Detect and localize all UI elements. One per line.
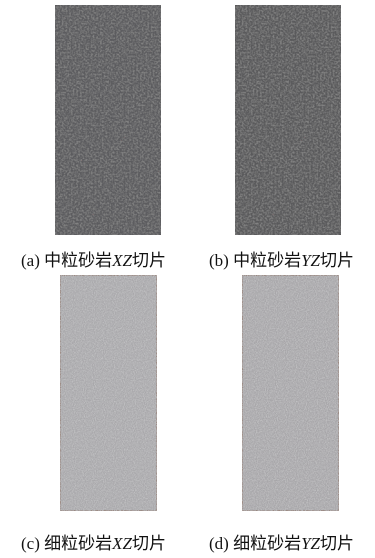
slice-image [242,275,339,511]
caption-text: 细粒砂岩 [233,534,301,553]
caption-plane: YZ [301,251,320,270]
caption-text: 中粒砂岩 [44,251,112,270]
caption-plane: XZ [112,251,132,270]
caption-label: (d) [209,534,229,553]
caption-suffix: 切片 [320,251,354,270]
caption-plane: XZ [112,534,132,553]
caption-suffix: 切片 [132,251,166,270]
caption-text: 中粒砂岩 [233,251,301,270]
caption-label: (c) [21,534,40,553]
slice-image [235,5,341,235]
caption-text: 细粒砂岩 [44,534,112,553]
caption-plane: YZ [301,534,320,553]
caption-suffix: 切片 [132,534,166,553]
caption: (a) 中粒砂岩XZ切片 [0,246,187,271]
slice-image [55,5,161,235]
caption: (b) 中粒砂岩YZ切片 [188,246,375,271]
caption-suffix: 切片 [320,534,354,553]
slice-image [60,275,157,511]
caption-label: (b) [209,251,229,270]
caption: (d) 细粒砂岩YZ切片 [188,529,375,554]
caption-label: (a) [21,251,40,270]
figure: (a) 中粒砂岩XZ切片 (b) 中粒砂岩YZ切片 (c) 细粒砂岩XZ切片 (… [0,0,375,558]
caption: (c) 细粒砂岩XZ切片 [0,529,187,554]
